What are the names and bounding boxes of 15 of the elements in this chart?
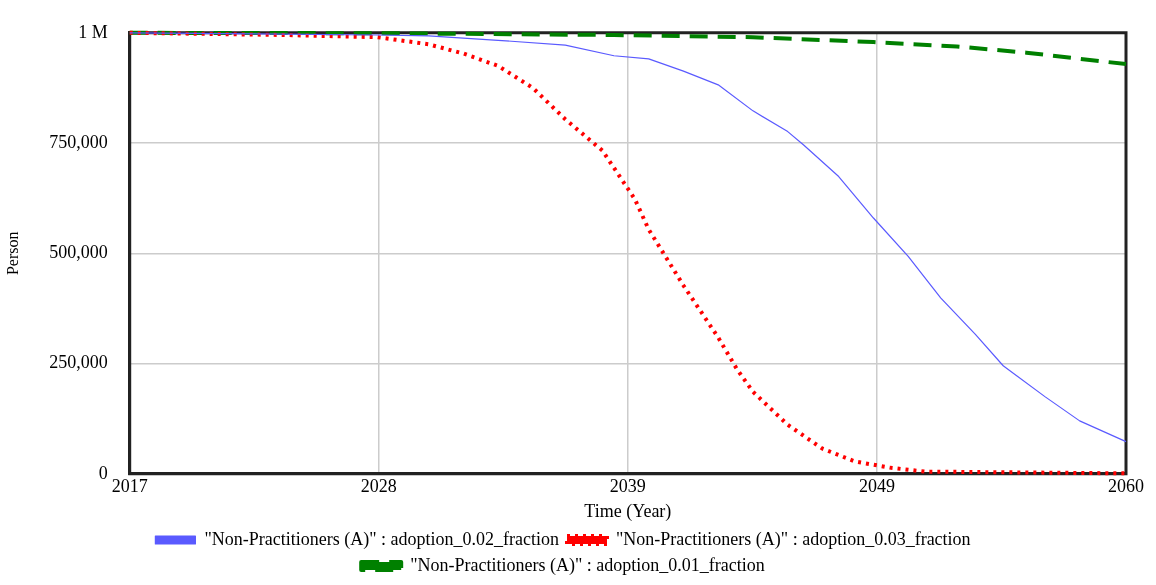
x-tick-label: 2039 (609, 476, 646, 497)
x-tick-label: 2017 (111, 476, 148, 497)
y-tick-label: 250,000 (49, 352, 108, 373)
legend-label: "Non-Practitioners (A)" : adoption_0.01_fraction (410, 554, 765, 576)
x-tick-label: 2049 (858, 476, 895, 497)
x-tick-label: 2060 (1108, 476, 1144, 497)
y-tick-label: 500,000 (49, 242, 108, 263)
x-axis-title: Time (Year) (584, 500, 672, 522)
legend-label: "Non-Practitioners (A)" : adoption_0.03_fraction (616, 528, 971, 550)
y-tick-label: 1 M (78, 21, 108, 42)
y-tick-label: 0 (98, 462, 108, 483)
x-tick-label: 2028 (360, 476, 397, 497)
legend-label: "Non-Practitioners (A)" : adoption_0.02_fraction (204, 528, 560, 550)
y-tick-label: 750,000 (49, 131, 108, 152)
y-axis-title: Person (3, 231, 21, 276)
